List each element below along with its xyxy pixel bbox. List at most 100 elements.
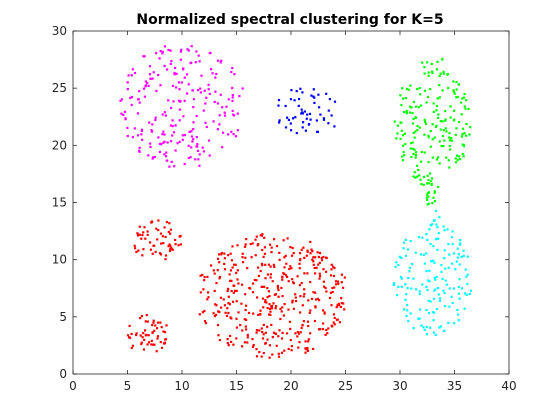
data-point xyxy=(405,87,409,91)
data-point xyxy=(406,303,409,307)
data-point xyxy=(250,256,253,259)
data-point xyxy=(402,247,405,250)
data-point xyxy=(294,332,297,335)
data-point xyxy=(144,80,147,83)
data-point xyxy=(335,283,338,286)
data-point xyxy=(299,311,302,314)
data-point xyxy=(163,226,166,229)
data-point xyxy=(433,190,436,193)
data-point xyxy=(149,145,152,149)
data-point xyxy=(183,76,186,79)
data-point xyxy=(158,150,161,154)
data-point xyxy=(244,325,247,328)
data-point xyxy=(159,321,162,324)
data-point xyxy=(313,266,316,270)
data-point xyxy=(442,289,445,292)
data-point xyxy=(256,244,259,247)
data-point xyxy=(452,287,456,290)
data-point xyxy=(302,295,305,298)
data-point xyxy=(226,341,229,345)
data-point xyxy=(404,238,407,241)
data-point xyxy=(432,311,435,314)
data-point xyxy=(302,320,305,323)
data-point xyxy=(278,121,281,124)
data-point xyxy=(214,90,217,93)
data-point xyxy=(322,255,325,259)
data-point xyxy=(306,320,310,323)
data-point xyxy=(439,325,442,328)
data-point xyxy=(191,140,194,143)
data-point xyxy=(448,136,451,139)
data-point xyxy=(141,254,144,257)
data-point xyxy=(318,277,321,280)
data-point xyxy=(455,88,458,91)
data-point xyxy=(314,272,317,275)
data-point xyxy=(280,286,283,289)
data-point xyxy=(157,219,160,222)
y-tick-label: 20 xyxy=(52,138,67,152)
data-point xyxy=(159,341,162,344)
data-point xyxy=(251,345,255,348)
data-point xyxy=(174,149,177,152)
data-point xyxy=(123,110,127,113)
data-point xyxy=(448,287,451,290)
data-point xyxy=(453,109,456,112)
data-point xyxy=(449,105,452,108)
data-point xyxy=(247,311,251,314)
data-point xyxy=(400,129,403,132)
data-point xyxy=(425,325,428,329)
data-point xyxy=(453,322,456,325)
data-point xyxy=(176,142,179,145)
data-point xyxy=(333,316,336,320)
data-point xyxy=(454,133,457,136)
data-point xyxy=(260,355,263,358)
data-point xyxy=(319,328,322,331)
data-point xyxy=(306,272,309,275)
data-point xyxy=(255,329,259,332)
data-point xyxy=(201,273,204,276)
data-point xyxy=(343,276,346,279)
data-point xyxy=(461,127,465,130)
data-point xyxy=(421,61,424,64)
data-point xyxy=(242,261,245,264)
data-point xyxy=(409,142,413,145)
data-point xyxy=(216,269,219,272)
data-point xyxy=(460,135,463,138)
data-point xyxy=(301,304,304,307)
data-point xyxy=(412,152,415,156)
data-point xyxy=(237,311,240,314)
data-point xyxy=(427,134,430,137)
data-point xyxy=(271,336,274,339)
data-point xyxy=(428,269,431,272)
data-point xyxy=(431,202,434,205)
data-point xyxy=(198,164,201,167)
data-point xyxy=(436,97,439,100)
data-point xyxy=(226,338,229,341)
data-point xyxy=(165,151,168,154)
data-point xyxy=(308,112,312,115)
data-point xyxy=(135,250,138,253)
data-point xyxy=(235,317,238,320)
data-point xyxy=(211,72,214,75)
data-point xyxy=(437,113,440,116)
data-point xyxy=(336,280,340,283)
data-point xyxy=(131,68,134,71)
data-point xyxy=(443,305,447,308)
data-point xyxy=(244,243,247,246)
data-point xyxy=(171,134,174,137)
data-point xyxy=(421,283,424,286)
data-point xyxy=(262,306,265,309)
data-point xyxy=(181,138,184,141)
data-point xyxy=(274,332,277,335)
data-point xyxy=(311,258,314,261)
data-point xyxy=(465,99,468,102)
data-point xyxy=(279,307,282,310)
data-point xyxy=(214,313,218,316)
data-point xyxy=(444,118,447,121)
data-point xyxy=(317,93,320,96)
data-point xyxy=(307,324,310,328)
data-point xyxy=(181,134,184,137)
x-tick-label: 0 xyxy=(69,379,77,393)
data-point xyxy=(410,287,413,290)
data-point xyxy=(246,267,249,270)
